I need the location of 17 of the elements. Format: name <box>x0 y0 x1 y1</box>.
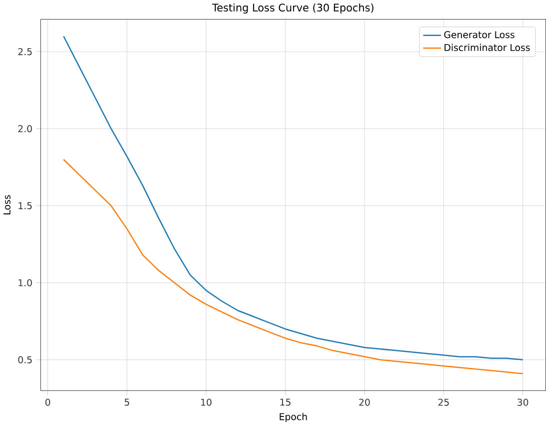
y-tick-label: 1.5 <box>18 202 32 210</box>
y-tick-label: 2.5 <box>18 48 32 56</box>
y-tick-label: 1.0 <box>18 279 32 287</box>
x-tick-label: 20 <box>359 398 370 406</box>
x-tick-label: 10 <box>201 398 212 406</box>
y-tick-label: 0.5 <box>18 356 32 364</box>
x-tick-label: 5 <box>124 398 130 406</box>
legend-label: Generator Loss <box>444 31 514 38</box>
legend-label: Discriminator Loss <box>444 44 530 52</box>
x-tick-label: 30 <box>518 398 528 406</box>
x-tick-label: 0 <box>45 398 50 406</box>
y-axis-title: Loss <box>3 195 10 215</box>
chart-title: Testing Loss Curve (30 Epochs) <box>212 4 374 14</box>
y-tick-label: 2.0 <box>18 125 32 132</box>
x-tick-label: 25 <box>438 398 449 406</box>
x-tick-label: 15 <box>280 398 290 406</box>
x-axis-title: Epoch <box>280 413 307 422</box>
